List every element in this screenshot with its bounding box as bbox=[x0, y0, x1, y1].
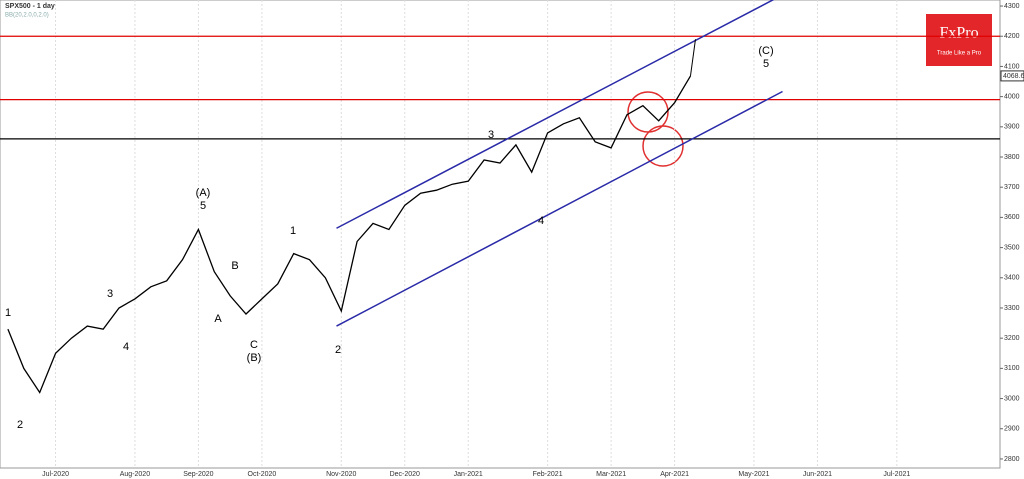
wave-label: B bbox=[231, 260, 238, 272]
x-tick-label: Dec-2020 bbox=[390, 471, 420, 478]
wave-label: 2 bbox=[17, 419, 23, 431]
y-tick-label: 2900 bbox=[1004, 426, 1020, 433]
last-price-box bbox=[1000, 70, 1024, 82]
x-tick-label: Jul-2021 bbox=[883, 471, 910, 478]
y-tick-label: 3900 bbox=[1004, 124, 1020, 131]
y-tick-label: 3600 bbox=[1004, 214, 1020, 221]
y-tick-label: 4100 bbox=[1004, 63, 1020, 70]
indicator-label: BB(20,2.0,0,2.0) bbox=[5, 13, 49, 19]
y-tick-label: 3500 bbox=[1004, 244, 1020, 251]
wave-label: 4 bbox=[123, 341, 129, 353]
wave-label: 1 bbox=[290, 225, 296, 237]
logo: FxPro bbox=[939, 25, 978, 42]
y-tick-label: 3300 bbox=[1004, 305, 1020, 312]
x-tick-label: May-2021 bbox=[738, 471, 769, 478]
y-tick-label: 3000 bbox=[1004, 395, 1020, 402]
target-arrow bbox=[689, 39, 696, 76]
x-tick-label: Jun-2021 bbox=[803, 471, 832, 478]
x-tick-label: Jan-2021 bbox=[454, 471, 483, 478]
wave-label: 3 bbox=[488, 129, 494, 141]
last-price-label: 4068.6 bbox=[1003, 73, 1024, 80]
y-tick-label: 3800 bbox=[1004, 154, 1020, 161]
wave-label: 5 bbox=[200, 200, 206, 212]
x-tick-label: Feb-2021 bbox=[533, 471, 563, 478]
y-tick-label: 3400 bbox=[1004, 275, 1020, 282]
y-tick-label: 4000 bbox=[1004, 93, 1020, 100]
plot-frame bbox=[0, 0, 1001, 469]
x-tick-label: Mar-2021 bbox=[596, 471, 626, 478]
x-tick-label: Jul-2020 bbox=[42, 471, 69, 478]
wave-label: (B) bbox=[247, 352, 262, 364]
x-tick-label: Apr-2021 bbox=[660, 471, 689, 478]
wave-label: 5 bbox=[763, 58, 769, 70]
wave-label: A bbox=[214, 313, 222, 325]
x-tick-label: Oct-2020 bbox=[248, 471, 277, 478]
channel-line bbox=[336, 0, 775, 229]
logo-box bbox=[926, 14, 992, 66]
wave-label: 3 bbox=[107, 288, 113, 300]
y-tick-label: 3200 bbox=[1004, 335, 1020, 342]
y-tick-label: 3700 bbox=[1004, 184, 1020, 191]
x-tick-label: Nov-2020 bbox=[326, 471, 356, 478]
y-tick-label: 4300 bbox=[1004, 3, 1020, 10]
channel-line bbox=[336, 90, 783, 327]
wave-label: 1 bbox=[5, 307, 11, 319]
y-tick-label: 4200 bbox=[1004, 33, 1020, 40]
x-tick-label: Aug-2020 bbox=[120, 471, 150, 478]
x-tick-label: Sep-2020 bbox=[183, 471, 213, 478]
highlight-circle bbox=[642, 125, 684, 167]
price-line bbox=[7, 75, 692, 394]
wave-label: 4 bbox=[538, 215, 544, 227]
logo-tagline: Trade Like a Pro bbox=[937, 51, 982, 57]
y-tick-label: 2800 bbox=[1004, 456, 1020, 463]
wave-label: 2 bbox=[335, 344, 341, 356]
y-tick-label: 3100 bbox=[1004, 365, 1020, 372]
symbol-title: SPX500 - 1 day bbox=[5, 3, 55, 10]
wave-label: (C) bbox=[758, 45, 773, 57]
wave-label: C bbox=[250, 339, 258, 351]
wave-label: (A) bbox=[196, 187, 211, 199]
